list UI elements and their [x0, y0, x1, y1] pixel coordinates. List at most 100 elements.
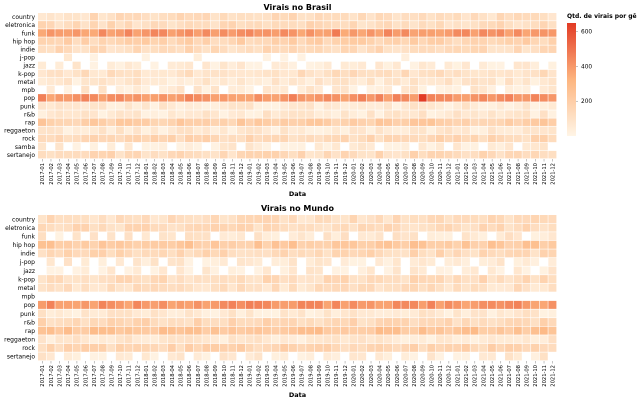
- heatmap-cell: [375, 326, 384, 335]
- heatmap-cell: [288, 215, 297, 223]
- heatmap-cell: [245, 94, 254, 102]
- heatmap-cell: [375, 318, 384, 327]
- heatmap-cell: [522, 335, 531, 344]
- heatmap-cell: [115, 126, 124, 135]
- heatmap-cell: [271, 232, 280, 241]
- heatmap-cell: [418, 300, 427, 309]
- heatmap-cell: [63, 110, 72, 118]
- column-label: 2018-02: [153, 365, 159, 387]
- heatmap-cell: [418, 102, 427, 110]
- column-label: 2018-01: [144, 365, 150, 387]
- heatmap-cell: [453, 102, 462, 110]
- heatmap-cell: [133, 318, 142, 327]
- heatmap-cell: [185, 335, 194, 344]
- heatmap-cell: [55, 300, 64, 309]
- heatmap-cell: [435, 29, 444, 37]
- heatmap-cell: [496, 275, 505, 284]
- heatmap-cell: [46, 102, 55, 110]
- heatmap-cell: [513, 343, 522, 352]
- heatmap-cell: [332, 110, 341, 118]
- heatmap-cell: [115, 318, 124, 327]
- heatmap-cell: [150, 29, 159, 37]
- heatmap-cell: [150, 118, 159, 126]
- heatmap-cell: [254, 240, 263, 249]
- heatmap-cell: [332, 102, 341, 110]
- column-label: 2018-08: [204, 365, 210, 387]
- heatmap-cell: [409, 21, 418, 29]
- heatmap-cell: [444, 21, 453, 29]
- heatmap-cell: [55, 69, 64, 78]
- heatmap-cell: [479, 21, 488, 29]
- row-label: j-pop: [19, 55, 35, 62]
- heatmap-cell: [245, 142, 254, 151]
- heatmap-cell: [211, 13, 220, 21]
- row-label: jazz: [22, 63, 35, 70]
- heatmap-cell: [159, 77, 168, 86]
- heatmap-cell: [262, 335, 271, 344]
- heatmap-cell: [392, 29, 401, 37]
- heatmap-cell: [297, 110, 306, 118]
- column-label: 2020-07: [403, 163, 409, 185]
- heatmap-cell: [358, 37, 367, 45]
- heatmap-cell: [409, 283, 418, 292]
- heatmap-cell: [358, 29, 367, 37]
- heatmap-cell: [453, 69, 462, 78]
- x-axis-title: Data: [289, 190, 306, 198]
- heatmap-cell: [340, 45, 349, 53]
- column-label: 2019-06: [291, 163, 297, 185]
- heatmap-cell: [89, 240, 98, 249]
- heatmap-cell: [254, 266, 263, 275]
- heatmap-cell: [384, 29, 393, 37]
- column-label: 2020-08: [412, 365, 418, 387]
- column-label: 2017-03: [57, 365, 63, 387]
- heatmap-cell: [245, 21, 254, 29]
- heatmap-cell: [262, 150, 271, 159]
- heatmap-cell: [487, 249, 496, 258]
- heatmap-cell: [72, 240, 81, 249]
- heatmap-cell: [314, 309, 323, 318]
- heatmap-cell: [133, 102, 142, 110]
- heatmap-cell: [159, 223, 168, 232]
- heatmap-cell: [401, 150, 410, 159]
- heatmap-cell: [81, 86, 90, 94]
- heatmap-cell: [124, 126, 133, 135]
- heatmap-cell: [228, 37, 237, 45]
- heatmap-cell: [323, 150, 332, 159]
- heatmap-cell: [63, 21, 72, 29]
- heatmap-cell: [487, 215, 496, 223]
- heatmap-cell: [418, 61, 427, 70]
- heatmap-cell: [262, 21, 271, 29]
- heatmap-cell: [349, 29, 358, 37]
- heatmap-cell: [487, 118, 496, 126]
- heatmap-cell: [340, 29, 349, 37]
- heatmap-cell: [115, 300, 124, 309]
- heatmap-cell: [202, 21, 211, 29]
- heatmap-cell: [89, 215, 98, 223]
- heatmap-cell: [280, 37, 289, 45]
- heatmap-cell: [435, 309, 444, 318]
- heatmap-cell: [46, 21, 55, 29]
- heatmap-cell: [236, 326, 245, 335]
- heatmap-cell: [176, 300, 185, 309]
- heatmap-cell: [409, 232, 418, 241]
- heatmap-cell: [306, 275, 315, 284]
- column-label: 2018-03: [161, 163, 167, 185]
- heatmap-cell: [46, 249, 55, 258]
- heatmap-cell: [141, 21, 150, 29]
- heatmap-cell: [375, 335, 384, 344]
- heatmap-cell: [505, 249, 514, 258]
- heatmap-cell: [401, 45, 410, 53]
- heatmap-cell: [479, 257, 488, 266]
- heatmap-cell: [384, 94, 393, 102]
- heatmap-cell: [38, 232, 47, 241]
- heatmap-cell: [409, 118, 418, 126]
- heatmap-cell: [340, 257, 349, 266]
- heatmap-cell: [306, 309, 315, 318]
- heatmap-cell: [444, 150, 453, 159]
- heatmap-cell: [505, 335, 514, 344]
- heatmap-cell: [479, 102, 488, 110]
- heatmap-cell: [236, 240, 245, 249]
- heatmap-cell: [444, 343, 453, 352]
- heatmap-cell: [271, 13, 280, 21]
- heatmap-cell: [176, 86, 185, 94]
